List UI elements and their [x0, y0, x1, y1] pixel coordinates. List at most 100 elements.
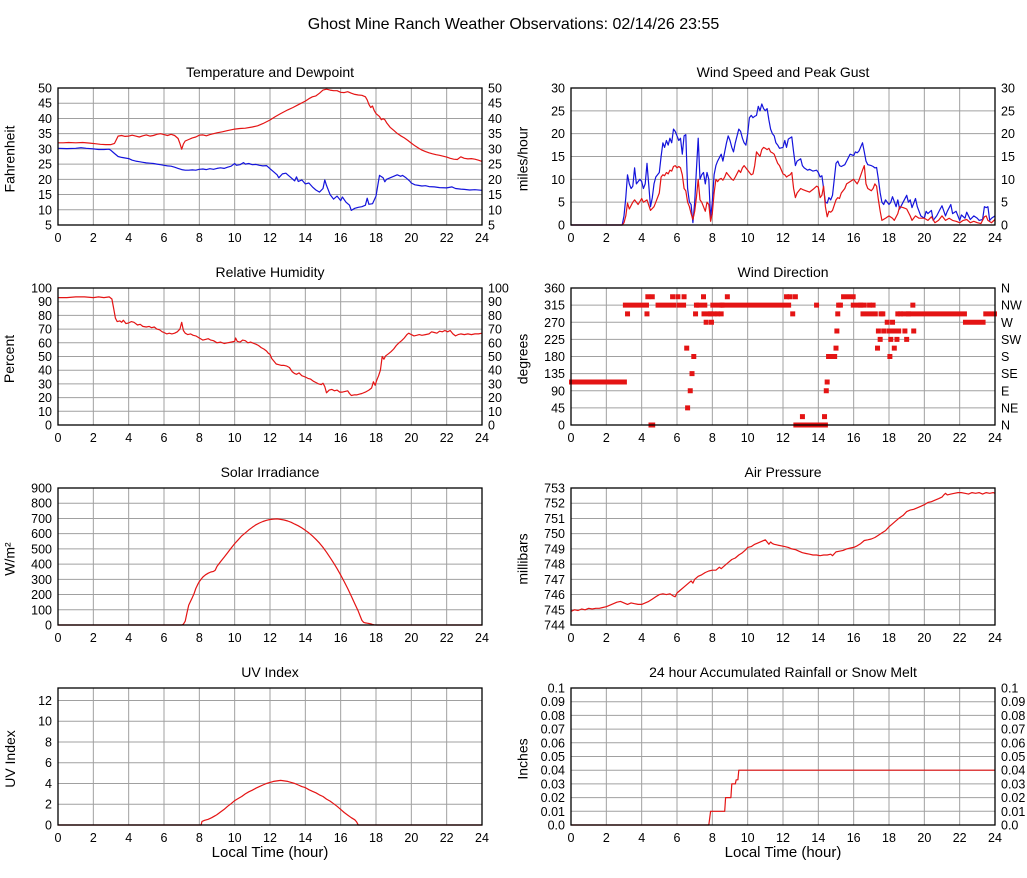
svg-text:753: 753: [544, 482, 565, 496]
svg-text:750: 750: [544, 527, 565, 541]
svg-text:10: 10: [741, 631, 755, 644]
svg-text:12: 12: [263, 631, 277, 644]
svg-text:8: 8: [196, 431, 203, 444]
svg-text:18: 18: [369, 231, 383, 244]
svg-text:2: 2: [90, 631, 97, 644]
svg-text:0.09: 0.09: [1001, 695, 1025, 709]
svg-text:5: 5: [45, 219, 52, 233]
uv-index-chart: UV Index UV Index 0 2 4 6 8 10 12 14 16 18 20 22 24 0…: [0, 656, 513, 878]
chart-title: Solar Irradiance: [220, 464, 320, 480]
y-axis-label: Percent: [1, 334, 18, 383]
svg-text:0.02: 0.02: [1001, 791, 1025, 805]
svg-text:6: 6: [674, 231, 681, 244]
svg-text:70: 70: [488, 323, 502, 337]
svg-text:18: 18: [882, 431, 896, 444]
svg-text:80: 80: [488, 309, 502, 323]
rainfall-chart: 24 hour Accumulated Rainfall or Snow Mel…: [513, 656, 1027, 878]
svg-text:5: 5: [1001, 196, 1008, 210]
svg-text:22: 22: [440, 431, 454, 444]
svg-text:90: 90: [38, 295, 52, 309]
svg-text:6: 6: [161, 431, 168, 444]
chart-title: Wind Speed and Peak Gust: [696, 64, 870, 80]
svg-text:14: 14: [298, 831, 312, 844]
svg-text:6: 6: [161, 831, 168, 844]
svg-text:40: 40: [38, 364, 52, 378]
svg-text:0.03: 0.03: [541, 777, 565, 791]
svg-text:18: 18: [882, 831, 896, 844]
svg-text:18: 18: [369, 431, 383, 444]
svg-text:747: 747: [544, 573, 565, 587]
svg-text:800: 800: [31, 497, 52, 511]
svg-text:0.01: 0.01: [1001, 805, 1025, 819]
svg-text:0.1: 0.1: [548, 682, 565, 696]
svg-text:50: 50: [38, 82, 52, 96]
svg-text:24: 24: [475, 631, 489, 644]
svg-text:744: 744: [544, 619, 565, 633]
svg-text:45: 45: [38, 97, 52, 111]
page-title: Ghost Mine Ranch Weather Observations: 0…: [307, 16, 720, 33]
svg-text:0.05: 0.05: [541, 750, 565, 764]
svg-text:40: 40: [488, 112, 502, 126]
svg-text:4: 4: [125, 431, 132, 444]
svg-text:0.04: 0.04: [1001, 764, 1025, 778]
svg-text:752: 752: [544, 497, 565, 511]
svg-text:70: 70: [38, 323, 52, 337]
svg-text:360: 360: [544, 282, 565, 296]
svg-text:2: 2: [90, 431, 97, 444]
svg-text:4: 4: [125, 831, 132, 844]
svg-text:25: 25: [551, 104, 565, 118]
svg-text:16: 16: [334, 231, 348, 244]
relative-humidity-chart: Relative Humidity Percent 0 2 4 6 8 10 12 14 16 1…: [0, 256, 513, 456]
x-axis-label: Local Time (hour): [724, 844, 842, 861]
svg-text:16: 16: [847, 631, 861, 644]
y-axis-label: degrees: [514, 333, 531, 384]
svg-text:2: 2: [90, 831, 97, 844]
chart-title: Wind Direction: [737, 264, 829, 280]
svg-text:50: 50: [488, 350, 502, 364]
svg-text:22: 22: [440, 631, 454, 644]
svg-text:24: 24: [988, 431, 1002, 444]
svg-text:20: 20: [488, 173, 502, 187]
svg-text:12: 12: [776, 431, 790, 444]
svg-text:0: 0: [558, 419, 565, 433]
svg-text:12: 12: [263, 231, 277, 244]
svg-text:8: 8: [709, 431, 716, 444]
svg-text:16: 16: [847, 231, 861, 244]
svg-text:40: 40: [488, 364, 502, 378]
svg-text:0.07: 0.07: [541, 723, 565, 737]
svg-text:10: 10: [228, 231, 242, 244]
svg-text:30: 30: [38, 142, 52, 156]
svg-text:10: 10: [741, 231, 755, 244]
svg-text:20: 20: [917, 831, 931, 844]
svg-text:4: 4: [45, 777, 52, 791]
svg-text:24: 24: [988, 831, 1002, 844]
svg-text:40: 40: [38, 112, 52, 126]
svg-text:18: 18: [369, 831, 383, 844]
svg-text:4: 4: [638, 831, 645, 844]
svg-text:E: E: [1001, 384, 1009, 398]
svg-text:18: 18: [882, 631, 896, 644]
svg-text:270: 270: [544, 316, 565, 330]
svg-text:18: 18: [882, 231, 896, 244]
wind-direction-chart: Wind Direction degrees 0 2 4 6 8 10 12 14 16 18 20…: [513, 256, 1027, 456]
svg-text:0.07: 0.07: [1001, 723, 1025, 737]
air-pressure-plot: 0 2 4 6 8 10 12 14 16 18 20 22 247447457467477487497…: [544, 482, 1002, 644]
svg-text:20: 20: [404, 231, 418, 244]
svg-text:90: 90: [551, 384, 565, 398]
chart-title: UV Index: [241, 664, 299, 680]
chart-title: Temperature and Dewpoint: [185, 64, 355, 80]
svg-text:15: 15: [1001, 150, 1015, 164]
svg-text:14: 14: [811, 831, 825, 844]
svg-text:S: S: [1001, 350, 1009, 364]
svg-text:25: 25: [1001, 104, 1015, 118]
chart-title: Relative Humidity: [215, 264, 325, 280]
svg-text:500: 500: [31, 542, 52, 556]
svg-text:24: 24: [475, 831, 489, 844]
svg-text:W: W: [1001, 316, 1013, 330]
svg-text:NW: NW: [1001, 299, 1022, 313]
